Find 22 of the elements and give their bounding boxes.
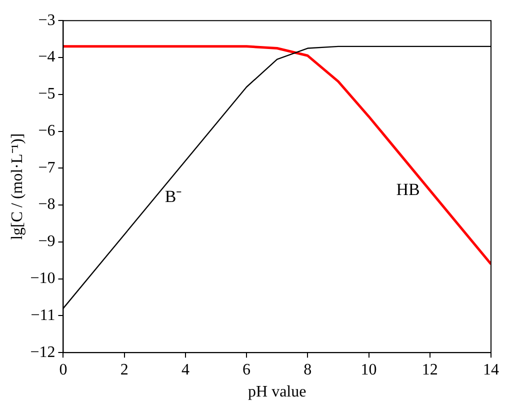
x-tick-label: 10 bbox=[360, 361, 377, 378]
x-tick-label: 8 bbox=[304, 361, 312, 378]
series-label: HB bbox=[396, 180, 420, 199]
y-tick-label: −8 bbox=[38, 196, 56, 214]
y-tick-label: −11 bbox=[30, 306, 56, 324]
x-tick-label: 4 bbox=[181, 361, 190, 378]
y-tick-label: −4 bbox=[38, 48, 56, 66]
x-tick-label: 0 bbox=[59, 361, 68, 378]
y-tick-label: −7 bbox=[38, 159, 56, 176]
x-tick-label: 14 bbox=[483, 361, 499, 378]
y-tick-label: −6 bbox=[38, 122, 56, 140]
y-tick-label: −9 bbox=[38, 233, 56, 250]
y-tick-label: −5 bbox=[38, 86, 56, 103]
y-tick-label: −10 bbox=[30, 270, 56, 288]
x-tick-label: 2 bbox=[120, 361, 128, 378]
y-axis-title: lg[C / (mol·L⁻¹)] bbox=[8, 133, 26, 240]
x-tick-label: 12 bbox=[422, 361, 438, 378]
y-tick-label: −3 bbox=[38, 12, 56, 29]
x-axis-title: pH value bbox=[248, 384, 306, 401]
x-tick-label: 6 bbox=[242, 361, 251, 378]
y-tick-label: −12 bbox=[30, 344, 56, 361]
series-label: B⁻ bbox=[164, 187, 182, 206]
